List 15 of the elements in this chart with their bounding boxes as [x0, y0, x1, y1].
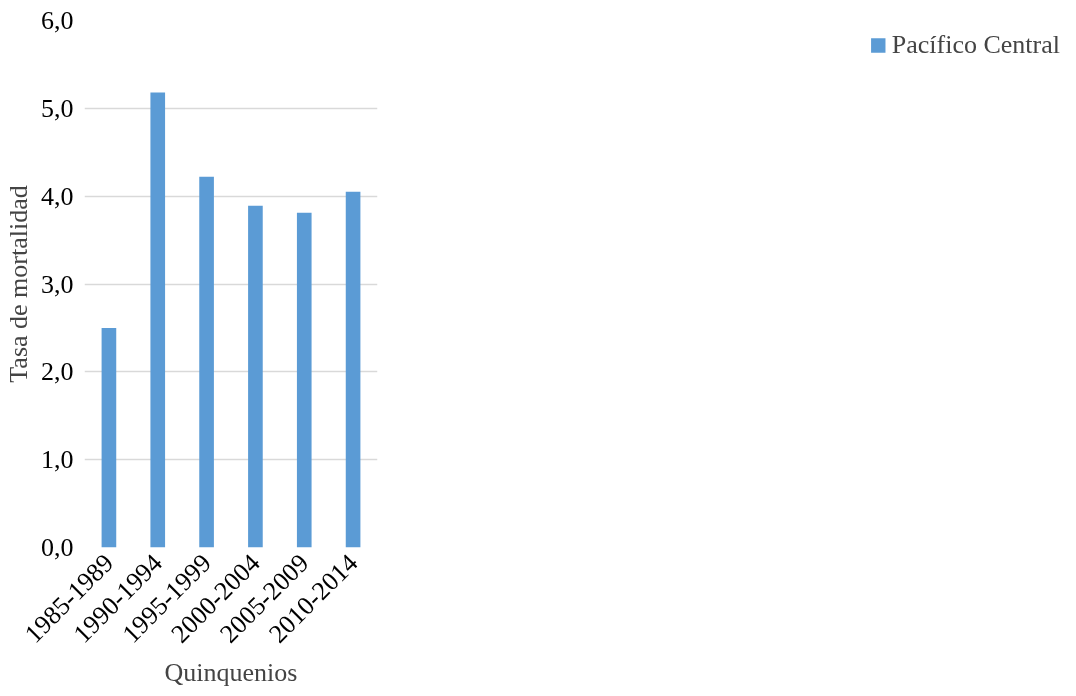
y-tick-label: 3,0: [41, 269, 74, 299]
y-tick-label: 2,0: [41, 357, 74, 387]
bar: [199, 176, 214, 548]
y-tick-label: 6,0: [41, 6, 74, 35]
y-tick-label: 4,0: [41, 181, 74, 211]
x-axis-title: Quinquenios: [164, 658, 298, 688]
bar: [248, 205, 263, 548]
bar: [296, 212, 312, 548]
bar: [345, 191, 361, 548]
bar: [101, 327, 117, 548]
y-tick-label: 5,0: [41, 93, 74, 123]
y-axis-title: Tasa de mortalidad: [4, 185, 33, 383]
legend-label: Pacífico Central: [891, 30, 1060, 60]
y-tick-label: 1,0: [41, 445, 74, 475]
bar: [150, 92, 166, 548]
